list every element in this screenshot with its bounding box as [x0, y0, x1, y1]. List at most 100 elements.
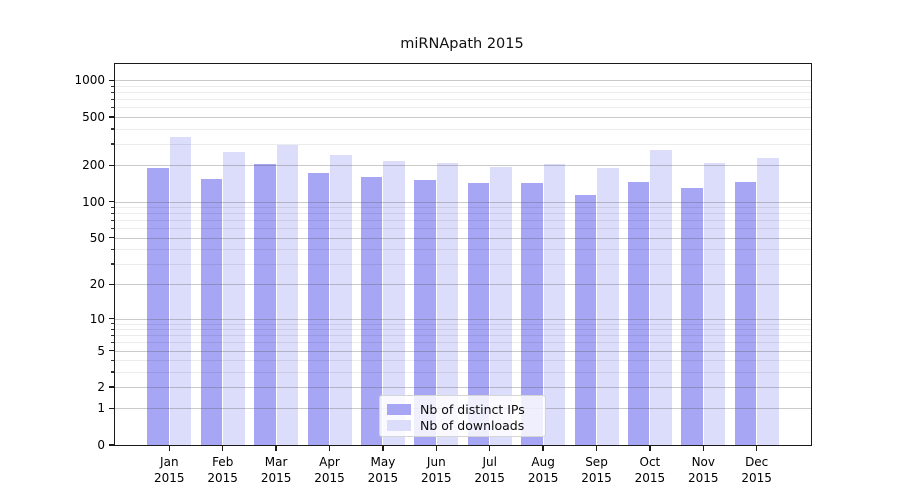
legend-row-distinct-ips: Nb of distinct IPs	[387, 401, 537, 417]
bar-distinct-ips-aug	[521, 182, 543, 445]
bar-downloads-feb	[223, 152, 245, 445]
x-tick-label-sep: Sep 2015	[581, 455, 612, 485]
bar-distinct-ips-jul	[467, 183, 490, 445]
bar-distinct-ips-oct	[627, 182, 650, 445]
x-tick-mark	[168, 445, 170, 451]
y-tick-label: 10	[89, 311, 105, 326]
bar-downloads-nov	[703, 162, 726, 445]
bar-downloads-may	[383, 161, 405, 445]
chart-title: miRNApath 2015	[400, 36, 524, 52]
bar-downloads-aug	[543, 164, 566, 445]
y-tick-label: 0	[97, 438, 105, 452]
y-tick-mark	[109, 283, 114, 286]
bar-downloads-oct	[650, 150, 672, 445]
x-tick-mark	[275, 445, 277, 451]
x-tick-label-may: May 2015	[367, 455, 399, 485]
y-minor-tick-mark	[111, 206, 114, 208]
x-tick-label-apr: Apr 2015	[314, 455, 345, 485]
y-tick-mark	[109, 317, 114, 320]
y-minor-tick-mark	[111, 328, 114, 330]
x-tick-mark	[435, 445, 437, 451]
x-tick-mark	[649, 445, 651, 451]
x-tick-mark	[756, 445, 758, 451]
y-minor-tick-mark	[111, 212, 114, 214]
bar-downloads-jul	[490, 167, 512, 445]
y-minor-tick-mark	[111, 248, 114, 250]
y-minor-tick-mark	[111, 341, 114, 344]
x-tick-mark	[222, 445, 224, 451]
bar-distinct-ips-jun	[414, 180, 436, 445]
y-tick-mark	[109, 116, 114, 118]
y-tick-label: 500	[82, 110, 105, 124]
bar-downloads-sep	[597, 167, 619, 445]
y-tick-label: 1	[97, 401, 105, 416]
y-minor-tick-mark	[111, 371, 114, 373]
y-minor-tick-mark	[111, 85, 114, 87]
x-tick-label-feb: Feb 2015	[207, 455, 238, 485]
y-tick-label: 1000	[74, 73, 105, 88]
bar-distinct-ips-sep	[574, 194, 596, 445]
bar-distinct-ips-nov	[681, 188, 703, 445]
bar-distinct-ips-dec	[734, 181, 757, 445]
legend-label-distinct-ips: Nb of distinct IPs	[420, 401, 525, 417]
y-tick-label: 5	[97, 343, 105, 358]
y-tick-mark	[109, 444, 114, 446]
y-tick-label: 20	[89, 277, 105, 292]
x-tick-label-oct: Oct 2015	[634, 455, 666, 485]
y-tick-mark	[109, 407, 114, 410]
legend-row-downloads: Nb of downloads	[387, 417, 537, 433]
bar-downloads-dec	[757, 158, 779, 445]
x-tick-label-jul: Jul 2015	[474, 455, 505, 485]
bar-distinct-ips-mar	[254, 163, 276, 445]
y-tick-label: 200	[82, 158, 105, 173]
y-tick-mark	[109, 236, 114, 239]
x-tick-label-aug: Aug 2015	[527, 455, 559, 485]
y-minor-tick-mark	[111, 263, 114, 265]
x-tick-mark	[702, 445, 704, 451]
bar-distinct-ips-feb	[200, 178, 223, 445]
x-tick-label-jan: Jan 2015	[154, 455, 185, 485]
bar-downloads-jan	[169, 137, 192, 445]
bar-distinct-ips-jan	[147, 167, 169, 445]
y-minor-tick-mark	[111, 98, 114, 101]
y-tick-label: 2	[97, 380, 105, 394]
legend-swatch-distinct-ips	[387, 403, 411, 415]
y-minor-tick-mark	[111, 359, 114, 361]
legend-swatch-downloads	[387, 419, 411, 431]
y-minor-tick-mark	[111, 219, 114, 221]
x-tick-mark	[542, 445, 544, 451]
x-tick-mark	[382, 445, 384, 451]
y-tick-label: 100	[82, 194, 105, 209]
bar-downloads-apr	[330, 155, 352, 445]
y-tick-mark	[109, 200, 114, 203]
legend: Nb of distinct IPs Nb of downloads	[379, 395, 546, 437]
y-minor-tick-mark	[111, 227, 114, 229]
y-minor-tick-mark	[111, 106, 114, 109]
bars-layer	[115, 64, 811, 445]
y-tick-mark	[109, 349, 114, 352]
y-tick-mark	[109, 164, 114, 166]
y-tick-mark	[109, 79, 114, 82]
x-tick-mark	[328, 445, 331, 451]
ticks-layer: 0 1 2 5 10 20 50 100 200 500 1000 Jan 2015 Feb 2015 Mar…	[74, 64, 811, 485]
bar-distinct-ips-may	[360, 176, 383, 445]
y-minor-tick-mark	[111, 323, 114, 325]
y-minor-tick-mark	[111, 128, 114, 130]
bar-distinct-ips-apr	[307, 172, 329, 445]
y-minor-tick-mark	[111, 143, 114, 145]
y-tick-label: 50	[89, 230, 105, 245]
x-tick-mark	[489, 445, 491, 451]
y-tick-mark	[109, 386, 114, 388]
x-tick-label-mar: Mar 2015	[260, 455, 292, 485]
legend-label-downloads: Nb of downloads	[420, 417, 525, 433]
bar-downloads-jun	[436, 162, 459, 445]
bar-downloads-mar	[276, 145, 299, 445]
y-minor-tick-mark	[111, 334, 114, 337]
x-tick-label-dec: Dec 2015	[741, 455, 772, 485]
x-tick-label-nov: Nov 2015	[688, 455, 719, 485]
y-minor-tick-mark	[111, 91, 114, 94]
x-tick-label-jun: Jun 2015	[421, 455, 452, 485]
x-tick-mark	[595, 445, 598, 451]
plot-area: 0 1 2 5 10 20 50 100 200 500 1000 Jan 2015 Feb 2015 Mar…	[74, 63, 812, 485]
